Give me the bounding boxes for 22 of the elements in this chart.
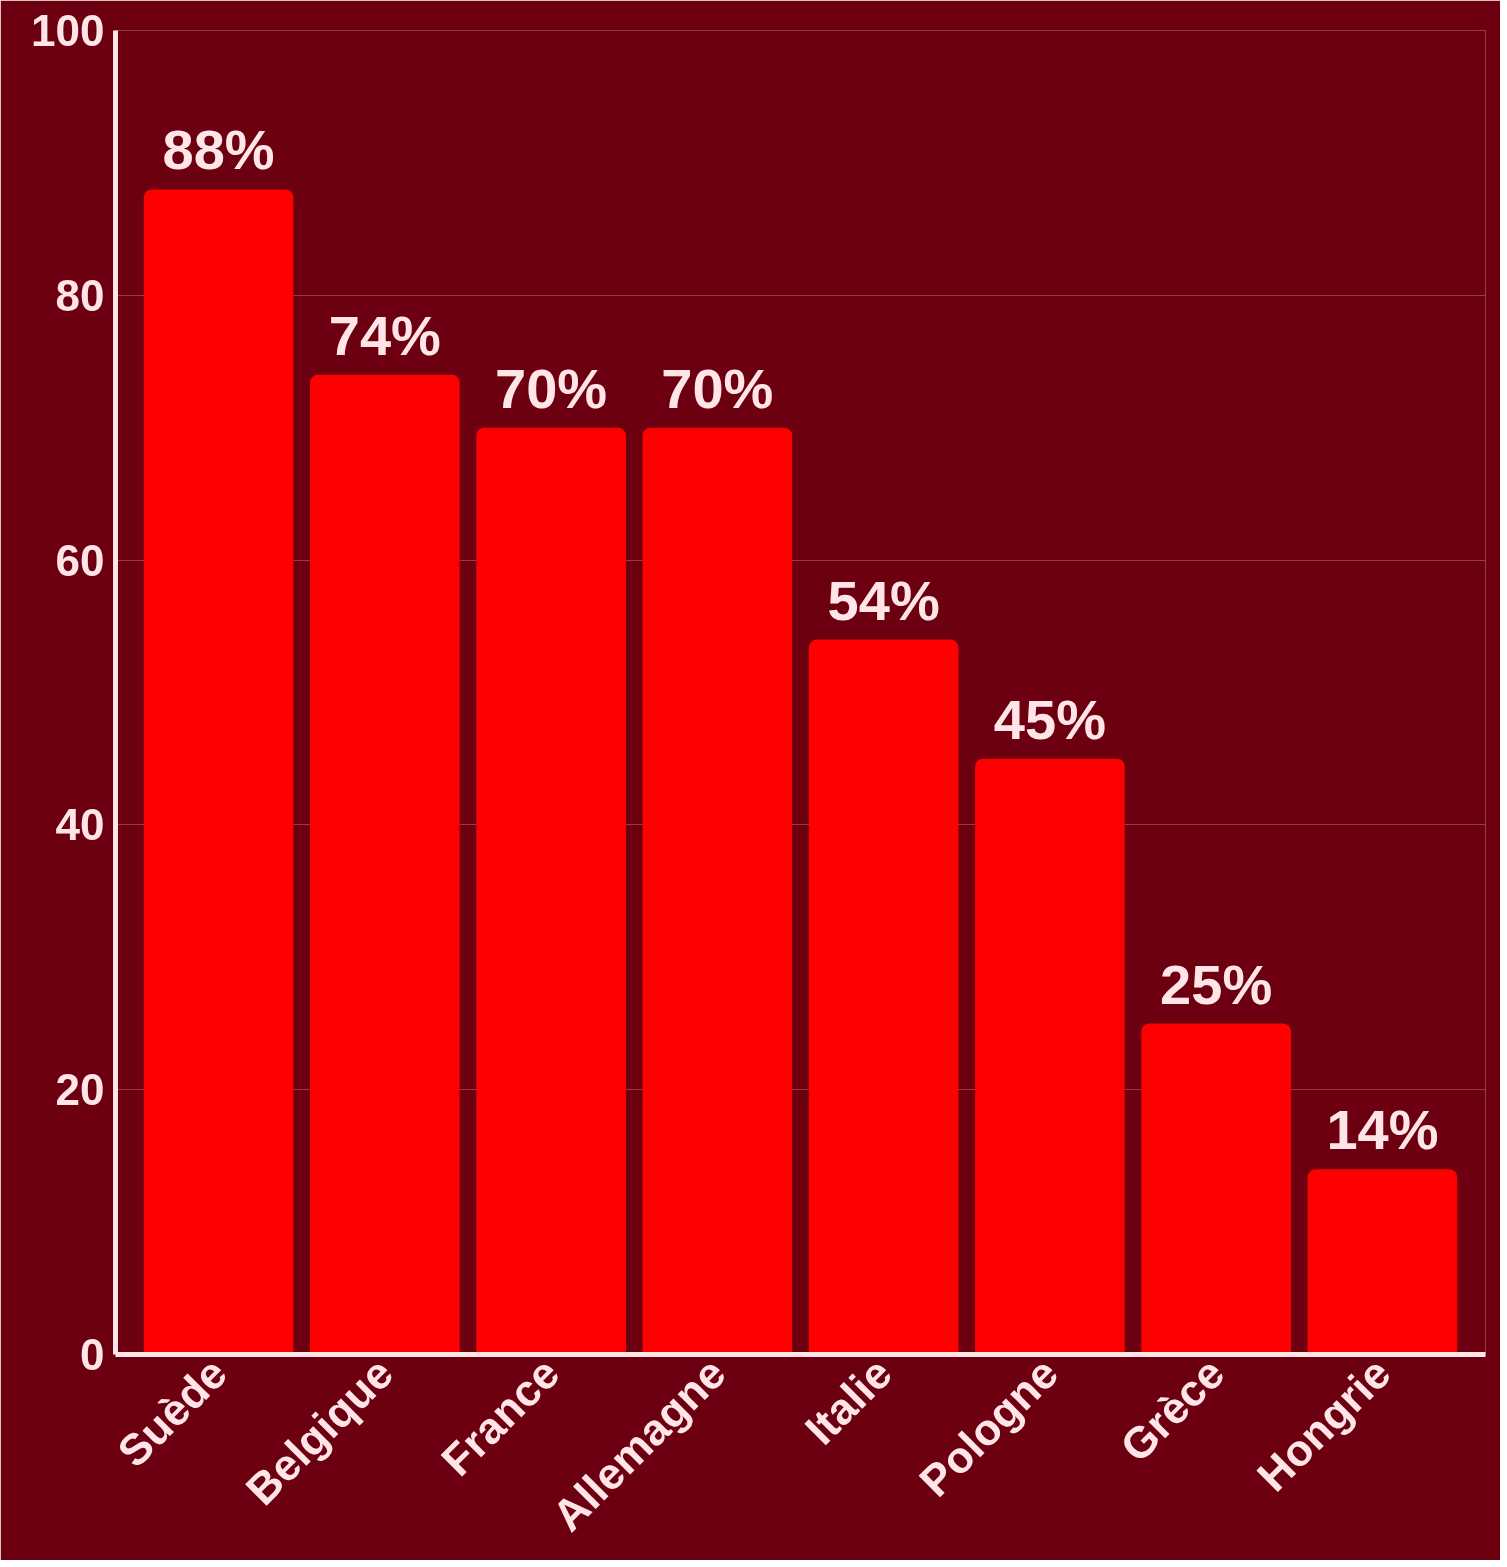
data-label: 74% (328, 303, 441, 367)
data-label: 25% (1160, 952, 1273, 1016)
data-label: 45% (993, 687, 1106, 751)
data-label: 54% (827, 568, 940, 632)
data-label: 14% (1326, 1098, 1439, 1162)
data-label: 88% (162, 118, 275, 182)
data-label: 70% (661, 356, 774, 420)
y-tick-label: 80 (55, 270, 105, 320)
bar (1141, 1023, 1291, 1355)
y-tick-label: 100 (31, 6, 105, 55)
bar (310, 374, 460, 1355)
data-label: 70% (495, 356, 608, 420)
bar (975, 758, 1125, 1355)
bar (1307, 1169, 1458, 1355)
y-tick-label: 20 (55, 1065, 105, 1115)
bar (476, 427, 626, 1355)
y-tick-label: 0 (80, 1330, 105, 1379)
bar (808, 639, 959, 1355)
y-tick-label: 40 (55, 800, 105, 850)
bar (642, 427, 793, 1355)
y-tick-label: 60 (55, 535, 105, 585)
bar (143, 189, 294, 1355)
